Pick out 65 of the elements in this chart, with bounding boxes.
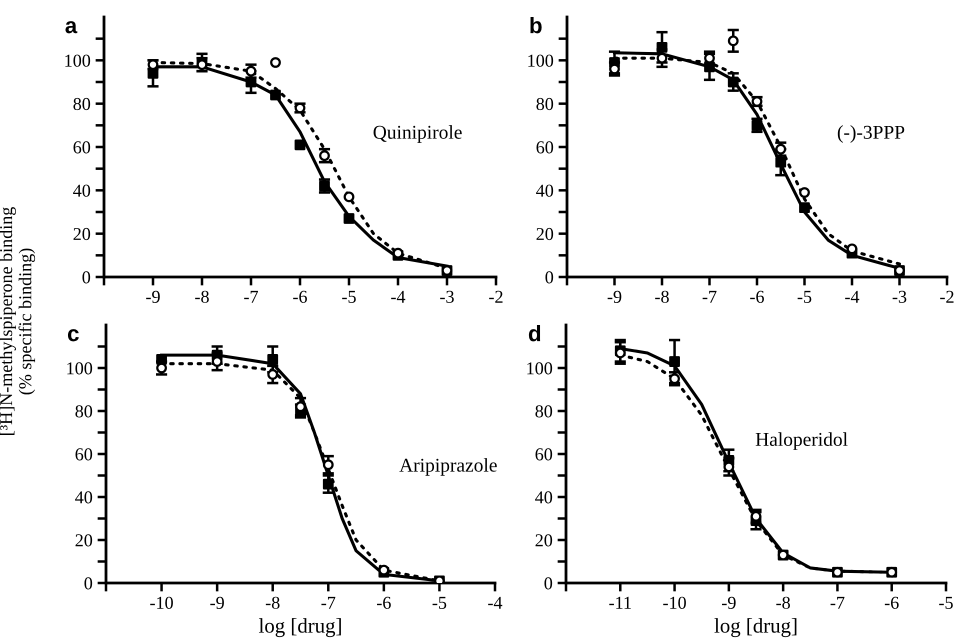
y-tick-label: 40	[536, 184, 554, 197]
chart-title: c	[68, 329, 79, 342]
y-tick-label: 0	[544, 577, 552, 590]
x-tick-label: -5	[798, 290, 812, 303]
y-tick-label: 60	[536, 448, 552, 460]
y-tick-label: 100	[528, 54, 554, 67]
y-tick-label: 80	[536, 98, 554, 110]
annotation: Aripiprazole	[399, 458, 497, 476]
x-tick-label: -8	[195, 290, 209, 303]
x-tick-label: -2	[940, 290, 954, 303]
y-tick-label: 100	[527, 362, 552, 374]
x-tick-label: -4	[488, 596, 502, 609]
x-tick-label: -5	[939, 596, 953, 609]
x-tick-label: -7	[321, 596, 336, 609]
x-tick-label: -4	[391, 290, 406, 303]
x-tick-label: -7	[244, 290, 258, 303]
x-tick-label: -3	[440, 290, 454, 303]
y-tick-label: 40	[73, 184, 90, 197]
x-tick-label: -10	[663, 596, 686, 609]
y-axis-title: [³H]N-methylspiperone binding (% specific binding)	[0, 207, 36, 435]
x-tick-label: -6	[750, 290, 764, 303]
x-tick-label: -2	[489, 290, 503, 303]
y-tick-label: 0	[84, 577, 92, 590]
y-tick-label: 0	[82, 271, 90, 284]
y-tick-label: 20	[536, 534, 552, 546]
y-tick-label: 60	[76, 448, 92, 460]
annotation: Quinipirole	[374, 125, 462, 143]
y-tick-label: 20	[76, 534, 92, 546]
x-tick-label: -9	[608, 290, 622, 303]
x-tick-label: -6	[293, 290, 307, 303]
x-axis-title: log [drug]	[714, 618, 796, 638]
chart-title: d	[528, 325, 540, 342]
y-tick-label: 100	[65, 54, 90, 67]
y-tick-label: 100	[67, 362, 92, 374]
x-tick-label: -11	[609, 596, 631, 609]
annotation: Haloperidol	[756, 432, 848, 450]
x-tick-label: -6	[377, 596, 391, 609]
x-tick-label: -5	[432, 596, 446, 609]
y-tick-label: 80	[73, 98, 90, 110]
x-tick-label: -8	[655, 290, 669, 303]
y-tick-label: 80	[535, 405, 552, 418]
x-tick-label: -9	[146, 290, 160, 303]
x-tick-label: -8	[776, 596, 790, 609]
x-axis-title: log [drug]	[258, 618, 341, 638]
y-tick-label: 60	[74, 141, 90, 154]
x-tick-label: -5	[342, 290, 356, 303]
y-tick-label: 40	[75, 491, 92, 504]
x-tick-label: -6	[884, 596, 899, 609]
y-tick-label: 60	[536, 141, 554, 154]
annotation: (-)-3PPP	[838, 125, 904, 143]
x-tick-label: -8	[266, 596, 280, 609]
y-tick-label: 20	[536, 228, 554, 240]
x-tick-label: -9	[722, 596, 736, 609]
y-tick-label: 0	[545, 271, 554, 284]
y-tick-label: 20	[74, 228, 90, 240]
x-tick-label: -4	[845, 290, 860, 303]
chart-title: a	[65, 21, 78, 34]
x-tick-label: -10	[150, 596, 173, 609]
x-tick-label: -7	[830, 596, 844, 609]
x-tick-label: -3	[892, 290, 906, 303]
chart-title: b	[530, 17, 542, 34]
x-tick-label: -7	[702, 290, 716, 303]
x-tick-label: -9	[210, 596, 224, 609]
y-tick-label: 80	[75, 405, 92, 418]
y-tick-label: 40	[535, 491, 552, 504]
